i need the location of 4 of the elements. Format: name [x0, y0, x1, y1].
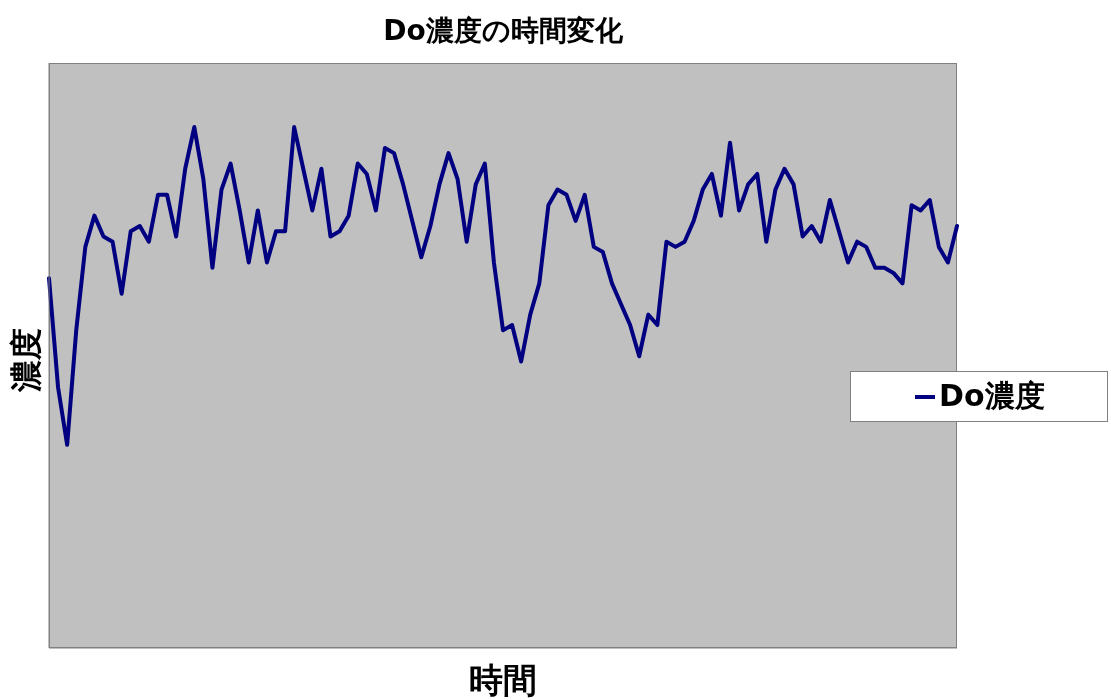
x-axis-title: 時間 — [469, 660, 537, 700]
legend-label: Do濃度 — [939, 377, 1045, 415]
y-axis-title: 濃度 — [7, 328, 45, 393]
chart-title: Do濃度の時間変化 — [382, 13, 624, 49]
